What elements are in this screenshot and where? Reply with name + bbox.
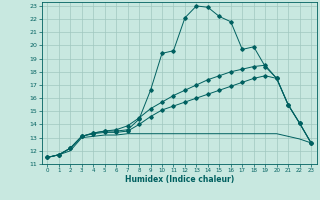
X-axis label: Humidex (Indice chaleur): Humidex (Indice chaleur) (124, 175, 234, 184)
